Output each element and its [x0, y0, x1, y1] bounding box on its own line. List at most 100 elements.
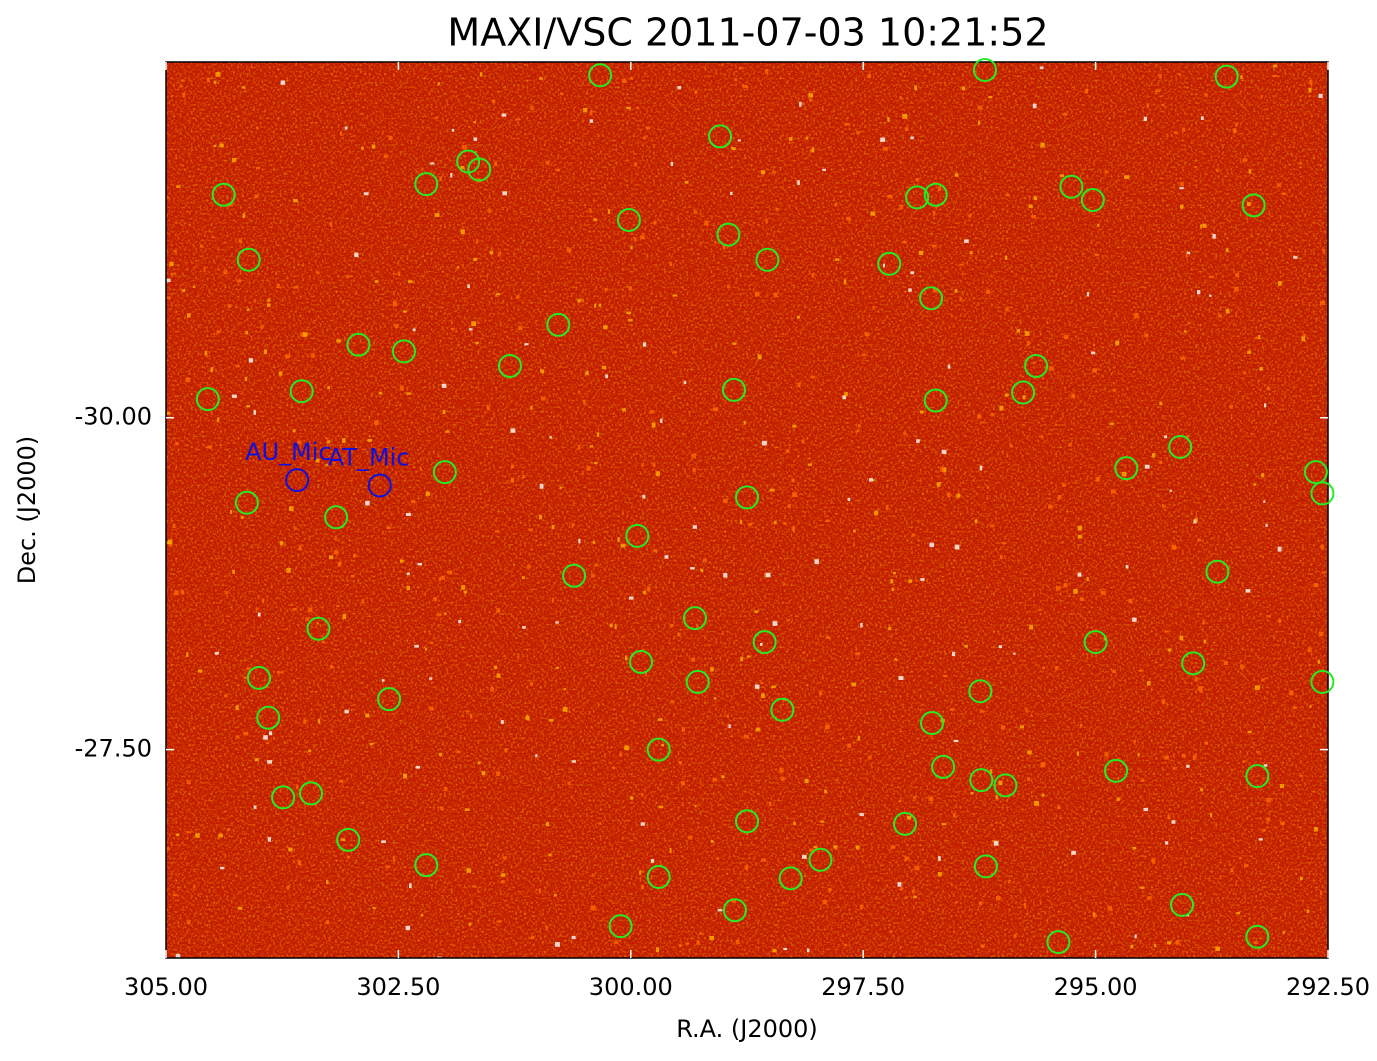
speck [938, 856, 941, 861]
speck [760, 642, 763, 646]
speck [928, 796, 934, 801]
speck [833, 845, 838, 849]
speck [1263, 500, 1266, 503]
speck [438, 752, 443, 756]
speck [802, 651, 806, 654]
speck [473, 257, 478, 261]
speck [166, 278, 171, 283]
speck [1167, 814, 1171, 820]
speck [1092, 368, 1098, 373]
speck [1028, 204, 1033, 209]
speck [172, 523, 176, 529]
speck [910, 271, 915, 275]
speck [406, 572, 410, 576]
speck [740, 520, 743, 525]
speck [888, 626, 892, 631]
speck [1139, 669, 1144, 672]
speck [551, 597, 554, 603]
speck [567, 781, 571, 785]
speck [1100, 590, 1106, 595]
speck [460, 229, 465, 235]
speck [844, 392, 848, 397]
speck [640, 822, 645, 826]
speck [1318, 93, 1323, 99]
speck [297, 860, 302, 865]
speck [644, 671, 648, 676]
speck [187, 313, 191, 318]
speck [1144, 464, 1150, 469]
speck [694, 804, 697, 808]
speck [660, 418, 663, 423]
speck [1202, 619, 1205, 625]
speck [341, 838, 346, 842]
source-circle [1181, 651, 1206, 676]
speck [819, 820, 825, 823]
speck [712, 778, 718, 782]
source-circle [1059, 174, 1084, 199]
speck [1143, 807, 1149, 812]
speck [861, 353, 866, 356]
speck [629, 596, 634, 600]
source-circle [546, 312, 571, 337]
speck [276, 671, 282, 674]
speck [246, 308, 250, 311]
speck [717, 909, 723, 912]
x-tick-label: 305.00 [124, 973, 208, 1001]
speck [1293, 256, 1298, 259]
speck [216, 330, 221, 334]
speck [691, 453, 697, 458]
speck [500, 873, 506, 877]
speck [731, 147, 736, 150]
speck [175, 953, 181, 958]
speck [225, 591, 229, 595]
speck [285, 354, 290, 359]
speck [630, 245, 633, 250]
speck [1041, 793, 1045, 797]
speck [555, 666, 559, 670]
speck [294, 527, 298, 530]
source-circle [931, 754, 956, 779]
speck [246, 666, 251, 670]
speck [1246, 202, 1251, 207]
speck [174, 250, 177, 253]
speck [340, 131, 343, 136]
source-circle [973, 854, 998, 879]
speck [540, 396, 546, 401]
speck [1124, 175, 1130, 179]
source-circle [905, 185, 930, 210]
speck [1276, 183, 1281, 187]
speck [210, 367, 214, 373]
source-circle [234, 490, 259, 515]
speck [179, 84, 183, 88]
speck [855, 652, 861, 656]
speck [1238, 857, 1242, 860]
speck [1040, 142, 1045, 148]
speck [1272, 64, 1278, 68]
speck [703, 558, 707, 562]
speck [521, 576, 525, 580]
speck [1266, 615, 1272, 618]
speck [342, 438, 346, 443]
speck [1125, 564, 1129, 569]
speck [461, 585, 466, 590]
speck [440, 806, 444, 811]
speck [974, 519, 978, 524]
speck [1322, 249, 1326, 254]
speck [1259, 367, 1263, 371]
speck [495, 293, 501, 296]
speck [989, 769, 993, 774]
speck [920, 578, 925, 581]
speck [1243, 864, 1249, 868]
speck [338, 779, 344, 783]
speck [740, 656, 744, 662]
speck [490, 687, 494, 692]
speck [809, 848, 814, 852]
source-circle [324, 505, 349, 530]
speck [257, 612, 261, 617]
speck [743, 84, 748, 89]
speck [915, 177, 919, 182]
speck [344, 709, 349, 714]
speck [1212, 233, 1216, 239]
speck [1281, 192, 1287, 196]
speck [1254, 685, 1260, 690]
